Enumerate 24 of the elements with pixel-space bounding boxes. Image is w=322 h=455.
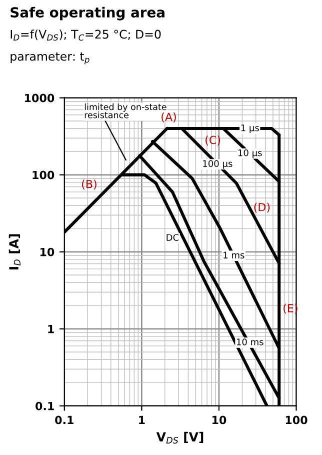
series-label: 10 ms bbox=[236, 338, 264, 346]
x-axis-title: V$_{DS}$ [V] bbox=[156, 432, 204, 444]
x-tick-label: 0.1 bbox=[55, 416, 74, 424]
chart-subtitle: I$_{D}$=f(V$_{DS}$); T$_{C}$=25 °C; D=0 bbox=[10, 30, 161, 41]
y-axis-title: I$_{D}$ [A] bbox=[8, 234, 20, 270]
y-tick-label: 100 bbox=[32, 170, 54, 180]
series-label: DC bbox=[166, 234, 179, 241]
series-label: 10 µs bbox=[238, 149, 262, 158]
annotation: (D) bbox=[254, 202, 270, 213]
annotation: (C) bbox=[206, 136, 220, 146]
annotation: (A) bbox=[162, 112, 176, 122]
y-tick-label: 1000 bbox=[25, 94, 54, 102]
chart-title: Safe operating area bbox=[10, 6, 164, 20]
y-tick-label: 1 bbox=[48, 324, 54, 334]
series-label: 100 µs bbox=[203, 160, 232, 169]
text: parameter: t$_{p}$ bbox=[10, 52, 90, 64]
annotation: (B) bbox=[82, 180, 96, 190]
series-label: 1 ms bbox=[224, 252, 244, 258]
x-tick-label: 1 bbox=[139, 416, 145, 424]
series-label: 1 µs bbox=[241, 124, 259, 133]
x-tick-label: 100 bbox=[286, 416, 308, 424]
x-tick-label: 10 bbox=[212, 416, 226, 424]
y-tick-label: 0.1 bbox=[36, 402, 54, 410]
y-tick-label: 10 bbox=[40, 248, 54, 256]
